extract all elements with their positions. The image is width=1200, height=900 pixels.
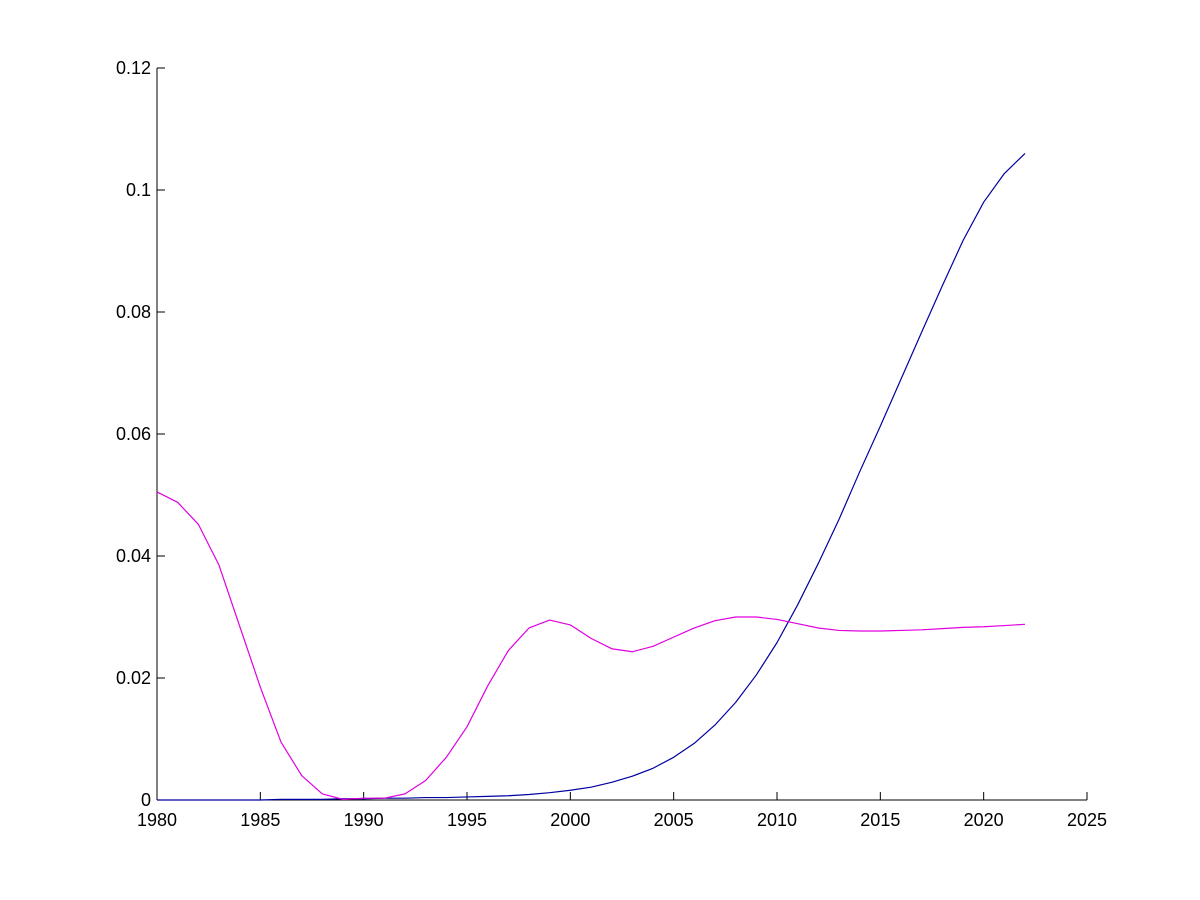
x-tick-label: 2000 <box>550 810 590 830</box>
series-line-1 <box>157 152 1026 801</box>
y-tick-label: 0.04 <box>116 546 151 566</box>
x-tick-label: 2015 <box>860 810 900 830</box>
chart-axes <box>156 67 1088 801</box>
y-tick-label: 0.02 <box>116 668 151 688</box>
y-tick-label: 0.08 <box>116 302 151 322</box>
x-tick-label: 2020 <box>964 810 1004 830</box>
series-line-2 <box>156 491 1026 800</box>
x-tick-label: 1980 <box>137 810 177 830</box>
chart-tick-labels: 1980 1985 1990 1995 2000 2005 2010 2015 2020 2025… <box>116 58 1107 830</box>
y-tick-label: 0.06 <box>116 424 151 444</box>
y-tick-label: 0.12 <box>116 58 151 78</box>
x-tick-label: 2025 <box>1067 810 1107 830</box>
x-tick-label: 1990 <box>344 810 384 830</box>
chart-series <box>156 152 1026 801</box>
y-tick-label: 0 <box>141 790 151 810</box>
y-tick-label: 0.1 <box>126 180 151 200</box>
x-tick-label: 1985 <box>240 810 280 830</box>
x-tick-label: 2010 <box>757 810 797 830</box>
x-tick-label: 2005 <box>654 810 694 830</box>
x-tick-label: 1995 <box>447 810 487 830</box>
